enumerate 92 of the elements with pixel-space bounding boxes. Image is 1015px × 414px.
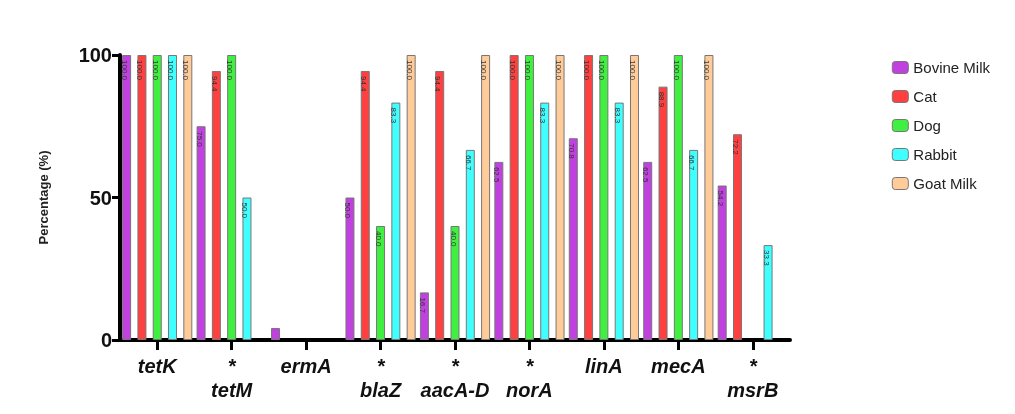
bar <box>717 185 727 340</box>
bar <box>673 55 683 340</box>
data-label: 100.0 <box>702 60 712 81</box>
bar <box>419 292 429 340</box>
data-label: 100.0 <box>597 60 607 81</box>
data-label: 94.4 <box>358 75 368 93</box>
data-label: 94.4 <box>209 75 219 93</box>
bar <box>614 102 624 340</box>
data-label: 50.0 <box>343 202 353 219</box>
bar <box>137 55 147 340</box>
y-tick-label: 0 <box>100 329 112 351</box>
data-label: 100.0 <box>671 60 681 81</box>
bar <box>450 226 460 340</box>
data-label: 16.7 <box>417 297 427 314</box>
data-label: 100.0 <box>225 60 235 81</box>
data-label: 100.0 <box>120 60 130 81</box>
bar <box>555 55 565 340</box>
bar <box>584 55 594 340</box>
bar <box>376 226 386 340</box>
data-label: 66.7 <box>687 154 697 172</box>
data-label: 50.0 <box>240 202 250 219</box>
bar <box>732 134 742 340</box>
data-label: 100.0 <box>181 60 191 81</box>
data-label: 72.2 <box>730 139 740 156</box>
y-tick-label: 100 <box>78 44 112 66</box>
legend-label: Rabbit <box>913 146 958 163</box>
legend-label: Cat <box>913 88 938 105</box>
x-tick-label: * blaZ <box>359 355 402 401</box>
y-tick-label: 50 <box>89 186 112 209</box>
bar <box>345 197 355 340</box>
bar <box>481 55 491 340</box>
bar <box>435 70 445 340</box>
legend-label: Dog <box>913 117 941 134</box>
x-tick-label: mecA <box>651 355 706 377</box>
bar <box>271 328 281 340</box>
x-tick-label: linA <box>585 355 623 377</box>
bar <box>689 149 699 340</box>
bar <box>599 55 609 340</box>
bar <box>196 126 206 340</box>
legend-label: Goat Milk <box>913 175 978 192</box>
bar <box>406 55 416 340</box>
bar <box>494 161 504 340</box>
data-label: 54.2 <box>715 190 725 207</box>
bar <box>211 70 221 340</box>
bar <box>643 161 653 340</box>
data-label: 88.9 <box>656 91 666 108</box>
data-label: 83.3 <box>612 107 622 124</box>
data-label: 100.0 <box>166 60 176 81</box>
data-label: 40.0 <box>374 231 384 248</box>
data-label: 100.0 <box>522 60 532 81</box>
data-label: 40.0 <box>448 231 458 248</box>
data-label: 62.5 <box>492 166 502 183</box>
bar <box>360 70 370 340</box>
x-tick-label: * tetM <box>211 355 254 401</box>
data-label: 100.0 <box>627 60 637 81</box>
data-label: 100.0 <box>507 60 517 81</box>
data-label: 83.3 <box>538 107 548 124</box>
data-label: 70.8 <box>566 143 576 160</box>
bar <box>242 197 252 340</box>
data-label: 100.0 <box>404 60 414 81</box>
x-tick-label: * norA <box>506 355 553 401</box>
data-label: 62.5 <box>641 166 651 183</box>
data-label: 100.0 <box>479 60 489 81</box>
data-label: 75.0 <box>194 131 204 148</box>
bar <box>152 55 162 340</box>
x-tick-label: * msrB <box>727 355 779 401</box>
data-label: 83.3 <box>389 107 399 124</box>
bar <box>391 102 401 340</box>
bar <box>183 55 193 340</box>
legend-label: Bovine Milk <box>913 59 991 76</box>
bar <box>465 149 475 340</box>
data-label: 33.3 <box>761 250 771 267</box>
data-label: 100.0 <box>553 60 563 81</box>
y-axis-title: Percentage (%) <box>36 150 51 245</box>
data-label: 100.0 <box>135 60 145 81</box>
data-label: 100.0 <box>582 60 592 81</box>
data-label: 94.4 <box>433 75 443 93</box>
data-label: 66.7 <box>463 154 473 172</box>
bar <box>629 55 639 340</box>
bar <box>568 138 578 340</box>
bar <box>540 102 550 340</box>
x-tick-label: ermA <box>280 355 332 377</box>
data-label: 100.0 <box>150 60 160 81</box>
bar <box>658 86 668 340</box>
bar <box>704 55 714 340</box>
bar <box>524 55 534 340</box>
bar <box>227 55 237 340</box>
x-tick-label: * aacA-D <box>420 355 490 401</box>
bar <box>509 55 519 340</box>
x-tick-label: tetK <box>137 355 179 377</box>
bar <box>168 55 178 340</box>
bar <box>763 245 773 340</box>
